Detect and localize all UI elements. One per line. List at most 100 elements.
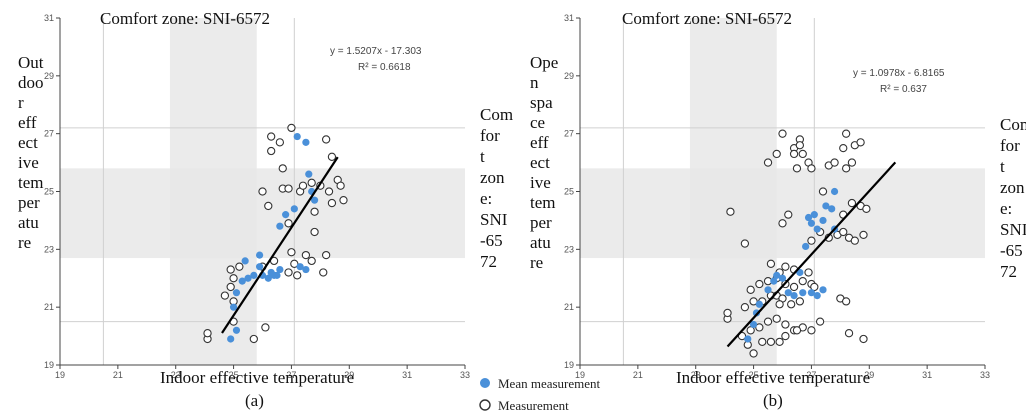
measurement-point xyxy=(287,123,296,133)
y-tick-label: 27 xyxy=(564,129,574,139)
measurement-point xyxy=(226,265,235,274)
measurement-point xyxy=(798,276,807,286)
y-tick-label: 29 xyxy=(44,71,54,81)
y-tick-label: 19 xyxy=(564,360,574,370)
mean-measurement-point xyxy=(302,138,310,146)
mean-measurement-point xyxy=(264,274,272,282)
y-axis-label: Ope n spa ce eff ect ive tem per atu re xyxy=(530,53,558,272)
measurement-point xyxy=(310,227,319,237)
measurement-point xyxy=(275,138,285,147)
y-tick-label: 31 xyxy=(564,13,574,23)
mean-measurement-point xyxy=(784,289,792,297)
measurement-point xyxy=(249,334,258,344)
mean-measurement-point xyxy=(755,300,763,308)
mean-measurement-point xyxy=(810,211,818,219)
measurement-point xyxy=(830,158,839,167)
chart-title: Comfort zone: SNI-6572 xyxy=(622,9,792,28)
x-tick-label: 27 xyxy=(806,370,816,380)
y-tick-label: 23 xyxy=(564,244,574,254)
measurement-point xyxy=(287,248,296,257)
y-tick-label: 27 xyxy=(44,129,54,139)
x-axis-label: Indoor effective temperature xyxy=(160,368,354,387)
measurement-point xyxy=(775,337,784,347)
measurement-point xyxy=(321,135,331,144)
measurement-point xyxy=(220,291,230,300)
measurement-point xyxy=(859,334,868,344)
measurement-point xyxy=(781,262,790,271)
measurement-point xyxy=(763,158,773,167)
mean-measurement-point xyxy=(282,211,290,219)
mean-measurement-point xyxy=(256,263,264,271)
measurement-point xyxy=(339,196,348,205)
y-axis-label: Out doo r eff ect ive tem per atu re xyxy=(18,53,44,252)
mean-measurement-point xyxy=(778,274,787,282)
measurement-point xyxy=(324,187,334,196)
measurement-point xyxy=(815,317,825,326)
measurement-point xyxy=(804,268,813,277)
measurement-point xyxy=(766,259,776,268)
measurement-point xyxy=(284,184,293,193)
measurement-point xyxy=(321,250,331,260)
x-tick-label: 21 xyxy=(633,370,643,380)
mean-measurement-point xyxy=(290,205,298,213)
measurement-point xyxy=(298,181,308,190)
measurement-point xyxy=(723,308,732,318)
y-tick-label: 25 xyxy=(44,187,54,197)
mean-measurement-point xyxy=(804,213,813,222)
y-tick-label: 21 xyxy=(44,302,54,312)
measurement-point xyxy=(746,326,755,335)
measurement-point xyxy=(841,164,851,173)
chart-panel-a: 19 21 23 25 27 29 31 33 19 21 23 25 27 29 31 y = 1.5207… xyxy=(18,9,513,410)
comfort-band-horizontal xyxy=(60,168,465,259)
measurement-point xyxy=(847,198,857,208)
measurement-point xyxy=(807,236,816,245)
measurement-point xyxy=(755,279,764,289)
mean-measurement-point xyxy=(250,271,258,279)
mean-measurement-point xyxy=(227,335,235,343)
y-tick-label: 25 xyxy=(564,187,574,197)
mean-measurement-point xyxy=(296,263,304,271)
measurement-point xyxy=(856,138,865,147)
regression-equation: y = 1.0978x - 6.8165 xyxy=(853,68,945,79)
measurement-point xyxy=(839,143,848,153)
legend-mean-label: Mean measurement xyxy=(498,376,601,391)
mean-measurement-point xyxy=(232,326,241,334)
measurement-point xyxy=(203,329,212,338)
measurement-point xyxy=(841,129,851,138)
measurement-point xyxy=(267,132,276,141)
x-tick-label: 23 xyxy=(691,370,701,380)
measurement-point xyxy=(841,297,851,306)
mean-measurement-point xyxy=(807,289,816,297)
measurement-point xyxy=(749,349,758,358)
mean-measurement-point xyxy=(830,187,839,196)
mean-measurement-point xyxy=(807,219,816,227)
measurement-point xyxy=(781,331,790,341)
mean-measurement-point xyxy=(813,292,821,300)
measurement-point xyxy=(749,297,758,306)
measurement-point xyxy=(787,300,796,309)
legend-measurement-label: Measurement xyxy=(498,398,569,413)
mean-measurement-point xyxy=(802,242,810,251)
mean-measurement-point xyxy=(819,216,827,225)
legend-mean-marker xyxy=(480,378,490,388)
measurement-point xyxy=(795,297,805,306)
trend-line xyxy=(221,156,339,334)
measurement-point xyxy=(807,164,816,173)
x-tick-label: 25 xyxy=(749,370,759,380)
mean-measurement-point xyxy=(273,271,281,279)
mean-measurement-point xyxy=(773,271,781,279)
measurement-point xyxy=(336,181,345,190)
y-tick-label: 23 xyxy=(44,244,54,254)
x-axis-label: Indoor effective temperature xyxy=(676,368,870,387)
mean-measurement-point xyxy=(749,320,758,329)
measurement-point xyxy=(775,300,784,309)
x-tick-label: 31 xyxy=(922,370,932,380)
measurement-point xyxy=(740,239,750,248)
mean-measurement-point xyxy=(229,303,238,311)
mean-measurement-point xyxy=(744,335,752,343)
measurement-point xyxy=(301,250,311,260)
mean-measurement-point xyxy=(293,132,301,141)
measurement-point xyxy=(778,219,787,228)
